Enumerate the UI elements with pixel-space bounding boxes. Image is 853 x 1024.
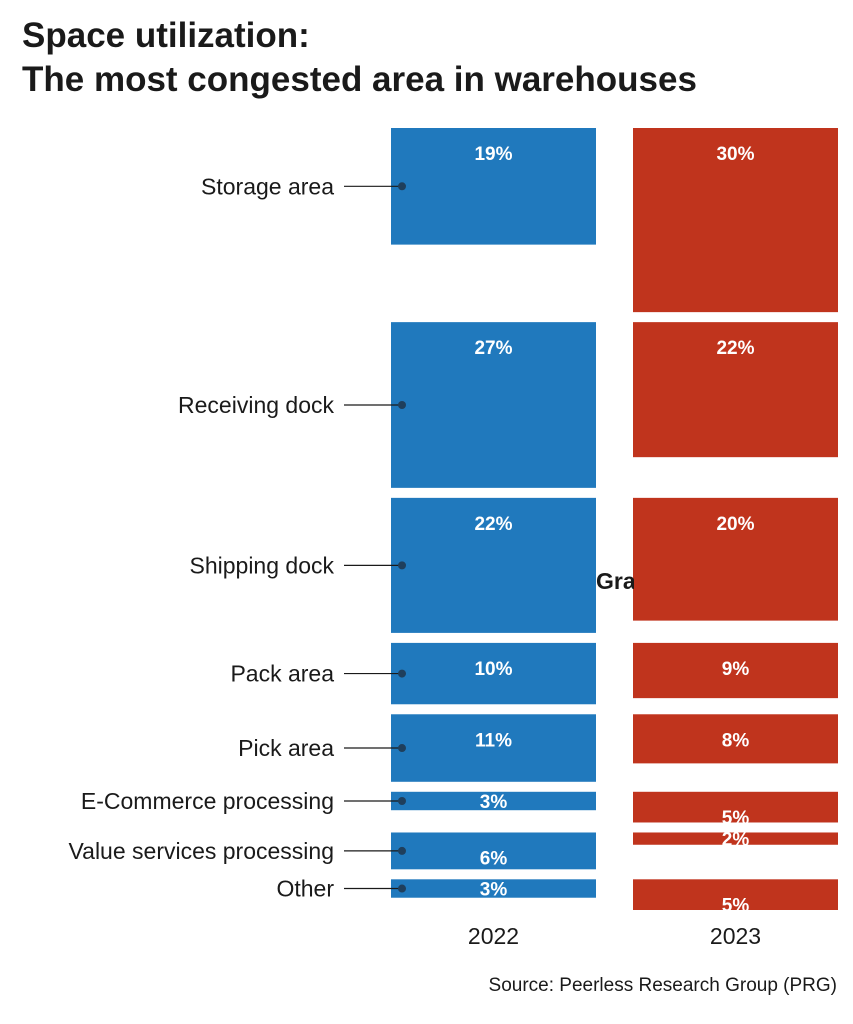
leader-dot	[398, 669, 406, 678]
value-label-2022-4: 10%	[474, 659, 512, 680]
bar-2023-4	[633, 642, 838, 699]
bar-2022-7	[391, 832, 596, 870]
leader-dot	[398, 846, 406, 855]
category-label: Value services processing	[69, 838, 334, 864]
value-label-2023-3: 20%	[716, 514, 754, 535]
bar-2023-5	[633, 714, 838, 764]
category-label: Shipping dock	[190, 552, 335, 578]
leader-dot	[398, 182, 406, 191]
category-label: Pick area	[238, 735, 334, 761]
bar-2023-1	[633, 128, 838, 313]
bar-2022-6	[391, 791, 596, 811]
value-label-2023-8: 5%	[722, 895, 750, 916]
source-note: Source: Peerless Research Group (PRG)	[488, 975, 837, 996]
leader-dot	[398, 884, 406, 893]
column-label-2023: 2023	[710, 923, 761, 949]
value-label-2022-5: 11%	[475, 730, 512, 751]
bar-2022-4	[391, 642, 596, 705]
value-label-2023-7: 2%	[722, 830, 750, 851]
column-label-2022: 2022	[468, 923, 519, 949]
bar-2023-6	[633, 791, 838, 823]
category-label: Storage area	[201, 173, 334, 199]
leader-dot	[398, 561, 406, 570]
chart-title-line-2: The most congested area in warehouses	[22, 60, 697, 99]
bar-2022-2	[391, 322, 596, 488]
bar-2022-1	[391, 128, 596, 245]
chart-title: Space utilization: The most congested ar…	[22, 14, 697, 102]
category-label: Pack area	[230, 661, 334, 687]
value-label-2022-2: 27%	[474, 338, 512, 359]
value-label-2022-7: 6%	[480, 848, 508, 869]
bar-2023-3	[633, 497, 838, 621]
leader-dot	[398, 797, 406, 805]
category-label: Other	[276, 876, 334, 902]
bar-2023-8	[633, 879, 838, 910]
leader-dot	[398, 744, 406, 753]
chart-title-line-1: Space utilization:	[22, 16, 310, 55]
value-label-2022-6: 3%	[480, 792, 508, 813]
value-label-2023-4: 9%	[722, 659, 750, 680]
stray-overlay-text: Gra	[596, 568, 634, 594]
bar-2022-5	[391, 714, 596, 782]
bar-2023-7	[633, 832, 838, 845]
bar-2022-3	[391, 497, 596, 633]
value-label-2023-5: 8%	[722, 730, 750, 751]
category-label: Receiving dock	[178, 392, 334, 418]
leader-dot	[398, 401, 406, 409]
bar-2022-8	[391, 879, 596, 898]
bar-2023-2	[633, 322, 838, 458]
value-label-2023-6: 5%	[722, 808, 750, 829]
value-label-2022-3: 22%	[474, 514, 512, 535]
value-label-2022-8: 3%	[480, 880, 508, 901]
value-label-2022-1: 19%	[474, 144, 512, 165]
value-label-2023-2: 22%	[716, 338, 754, 359]
category-label: E-Commerce processing	[81, 788, 334, 814]
value-label-2023-1: 30%	[716, 144, 754, 165]
